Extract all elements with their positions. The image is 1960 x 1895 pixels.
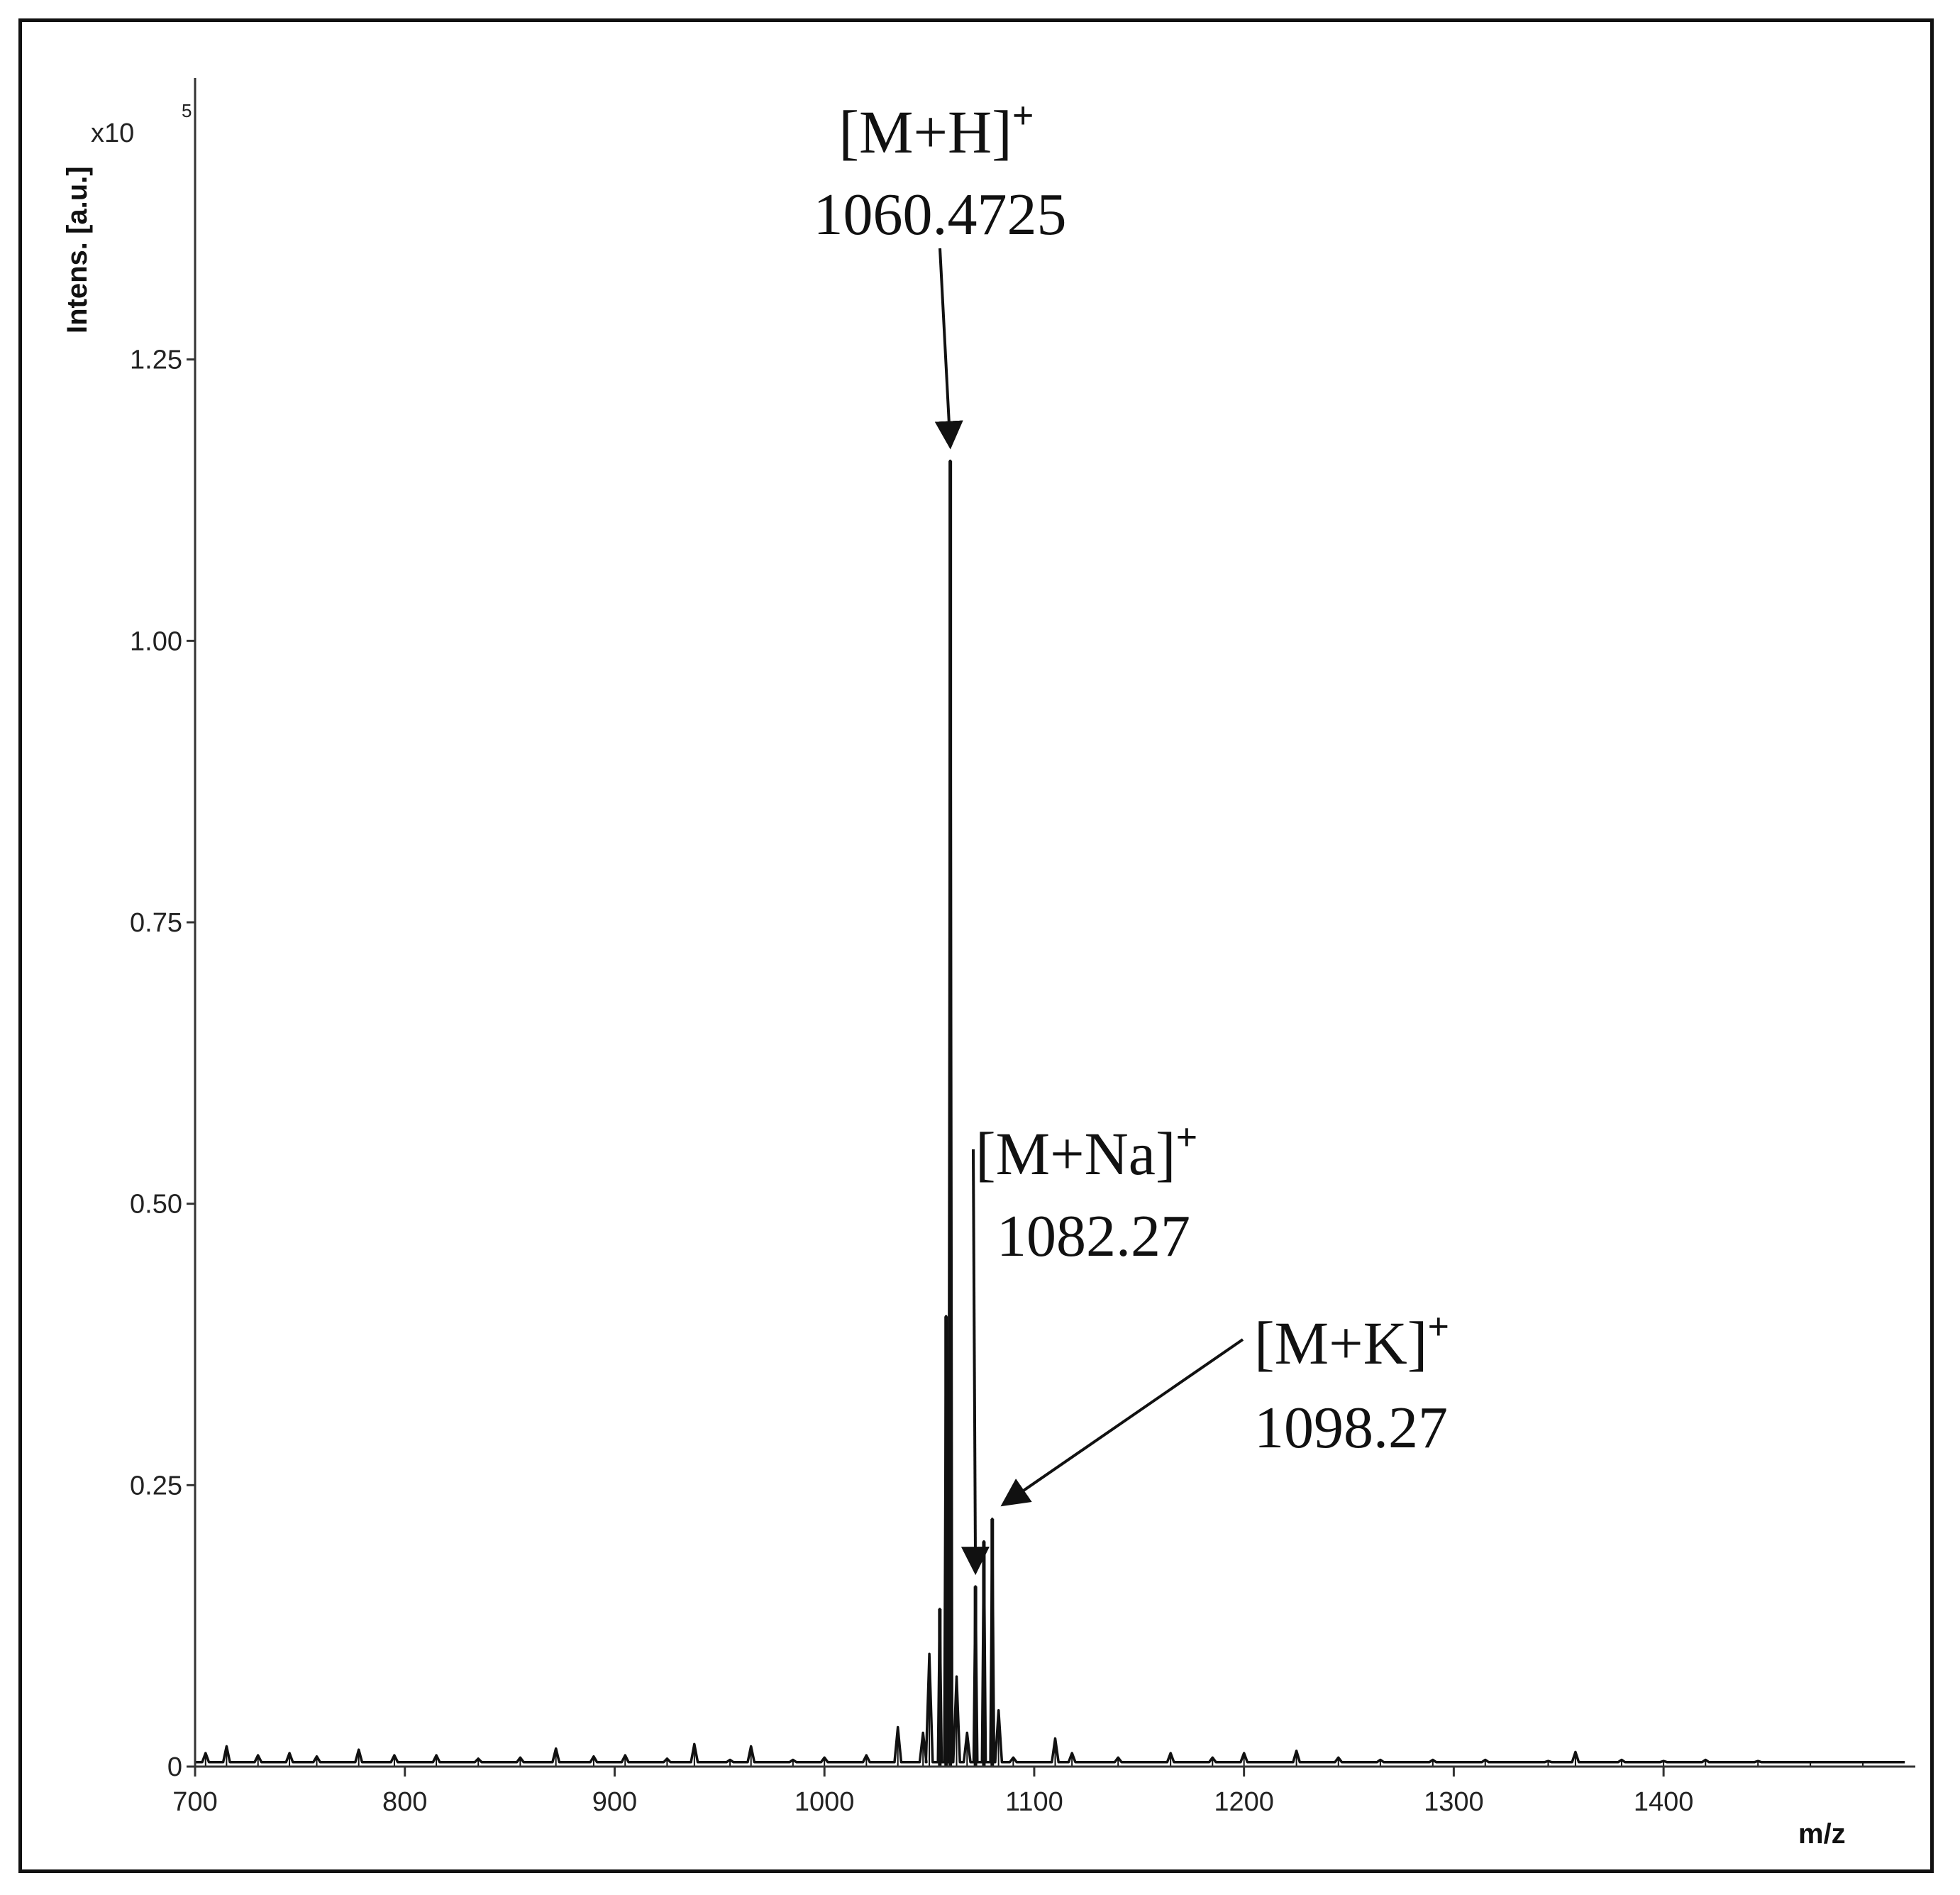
peak-annotation-value: 1060.4725 [814, 182, 1067, 248]
peak-annotation-arrow [1000, 1338, 1244, 1507]
x-tick-label: 800 [382, 1787, 427, 1817]
peak-annotation-arrow [934, 248, 963, 450]
x-tick-label: 1100 [1005, 1787, 1063, 1817]
x-tick-label: 900 [592, 1787, 637, 1817]
peak-annotation-charge: + [1427, 1305, 1449, 1348]
peak-annotation-charge: + [1012, 94, 1034, 137]
y-tick-label: 1.00 [130, 626, 182, 656]
x-tick-label: 1000 [794, 1787, 855, 1817]
annotation-layer: [M+H]+ 1060.4725 [M+Na]+ 1082.27 [M+K]+ 1098.… [814, 94, 1449, 1576]
spectrum-layer [195, 459, 1905, 1767]
spectrum-trace [195, 459, 1905, 1764]
x-tick-label: 700 [172, 1787, 217, 1817]
y-tick-label: 0.50 [130, 1190, 182, 1220]
x-tick-label: 1200 [1214, 1787, 1274, 1817]
y-tick-label: 0.75 [130, 908, 182, 938]
peak-annotation-ion: [M+Na]+ [975, 1116, 1197, 1188]
peak-annotation-ion: [M+K]+ [1254, 1305, 1449, 1377]
y-axis-exponent: 5 [182, 100, 192, 121]
y-tick-label: 0.25 [130, 1471, 182, 1501]
peak-annotation-ion: [M+H]+ [838, 94, 1034, 166]
axes-layer: 0 0.25 0.50 0.75 1.00 1.25 700 800 900 1000 1100 12… [130, 78, 1915, 1817]
labels-layer: Intens. [a.u.] x10 5 m/z [62, 100, 1846, 1850]
peak-annotation-arrow [960, 1149, 990, 1576]
y-axis-multiplier: x10 [91, 118, 134, 148]
y-tick-label: 1.25 [130, 346, 182, 375]
peak-annotation-value: 1098.27 [1254, 1395, 1448, 1461]
x-axis-label: m/z [1798, 1818, 1846, 1850]
x-tick-label: 1300 [1424, 1787, 1484, 1817]
y-axis-label: Intens. [a.u.] [62, 166, 93, 333]
x-tick-label: 1400 [1634, 1787, 1694, 1817]
peak-annotation-charge: + [1176, 1116, 1198, 1159]
peak-annotation-value: 1082.27 [997, 1203, 1190, 1269]
y-tick-label: 0 [167, 1752, 182, 1782]
